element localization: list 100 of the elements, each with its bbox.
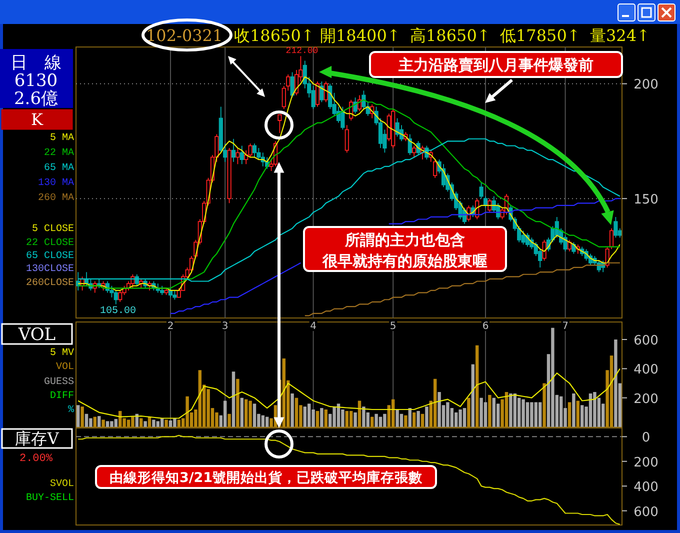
text: SVOL (50, 479, 74, 490)
candlestick (395, 118, 400, 138)
bar (400, 414, 404, 427)
text: 2.00% (19, 453, 53, 465)
bar (144, 421, 147, 427)
chart-title: VOL (17, 325, 56, 345)
bar (538, 402, 542, 427)
candlestick (252, 143, 257, 158)
bar (504, 392, 508, 427)
y-tick-label: 400 (634, 480, 658, 496)
y-tick-label: 600 (634, 334, 658, 348)
y-tick-label: 150 (634, 192, 658, 208)
bar (131, 416, 134, 427)
bar (76, 405, 80, 427)
text: 高18650↑ (410, 26, 490, 45)
bar (446, 402, 450, 427)
bar (106, 421, 110, 427)
bar (572, 393, 576, 427)
candlestick (231, 138, 236, 162)
y-tick-label: 200 (634, 455, 658, 470)
x-tick-label: 3 (222, 321, 228, 332)
bar (324, 410, 328, 427)
candlestick (315, 81, 320, 108)
candlestick (567, 239, 572, 252)
bar (316, 410, 320, 427)
bar (80, 406, 84, 427)
bar (542, 383, 546, 427)
bar (240, 398, 244, 427)
candlestick (164, 288, 168, 296)
y-tick-label: 200 (634, 392, 658, 407)
text: GUESS (44, 377, 74, 388)
text: 22 MA (44, 148, 74, 159)
bar (140, 418, 143, 427)
bar (476, 345, 479, 427)
bar (362, 406, 366, 427)
bar (303, 406, 306, 427)
candlestick (344, 124, 349, 154)
x-tick-label: 4 (310, 321, 316, 332)
text: K (31, 110, 44, 129)
bar (513, 393, 516, 427)
text: 260CLOSE (26, 278, 74, 289)
bar (492, 398, 496, 427)
candlestick (160, 285, 164, 296)
bar (152, 420, 156, 427)
text: DIFF (50, 391, 74, 402)
text: % (68, 405, 74, 416)
candlestick (412, 145, 416, 158)
bar (576, 400, 580, 427)
text: 量324↑ (590, 26, 650, 45)
text: 260 MA (38, 193, 74, 204)
candlestick (101, 280, 106, 291)
bar (518, 398, 521, 427)
bar (110, 421, 114, 427)
bar (350, 410, 353, 427)
line-series (78, 434, 620, 525)
candlestick (118, 290, 122, 302)
bar (114, 418, 118, 427)
bar (248, 400, 252, 427)
text: BUY-SELL (26, 493, 74, 504)
bar (232, 372, 236, 427)
bar (266, 416, 269, 427)
annotation: 由線形得知3/21號開始出貨，已跌破平均庫存張數 (109, 469, 424, 486)
annotation: 主力沿路賣到八月事件爆發前 (398, 56, 594, 74)
x-tick-label: 7 (562, 321, 568, 332)
bar (593, 392, 596, 427)
bar (378, 416, 382, 427)
bar (588, 393, 592, 427)
bar (438, 392, 441, 427)
text: 65 MA (44, 163, 74, 174)
y-tick-label: 200 (634, 78, 658, 93)
bar (224, 400, 227, 427)
bar (93, 416, 96, 427)
bar (462, 408, 466, 427)
bar (614, 340, 618, 427)
x-tick-label: 2 (167, 321, 174, 332)
bar (374, 414, 378, 427)
bar (484, 402, 488, 427)
bar (425, 406, 428, 427)
text: 6130 (14, 71, 58, 91)
bar (294, 398, 298, 427)
bar (530, 402, 534, 427)
candlestick (278, 114, 282, 134)
text: 130 MA (38, 178, 74, 189)
bar (332, 406, 336, 427)
line-series (78, 138, 620, 282)
bar (526, 402, 530, 427)
bar (252, 404, 256, 427)
text: VOL (56, 362, 74, 373)
bar (186, 396, 189, 427)
bar (392, 399, 395, 427)
bar (308, 404, 311, 427)
bar (261, 415, 264, 427)
text: 102-0321 (146, 26, 223, 45)
candlestick (542, 239, 546, 262)
bar (488, 394, 492, 427)
candlestick (290, 72, 294, 98)
chart-title: 庫存V (15, 429, 60, 448)
y-tick-label: 0 (642, 430, 650, 446)
text: 65 CLOSE (26, 251, 74, 262)
bar (228, 414, 231, 427)
